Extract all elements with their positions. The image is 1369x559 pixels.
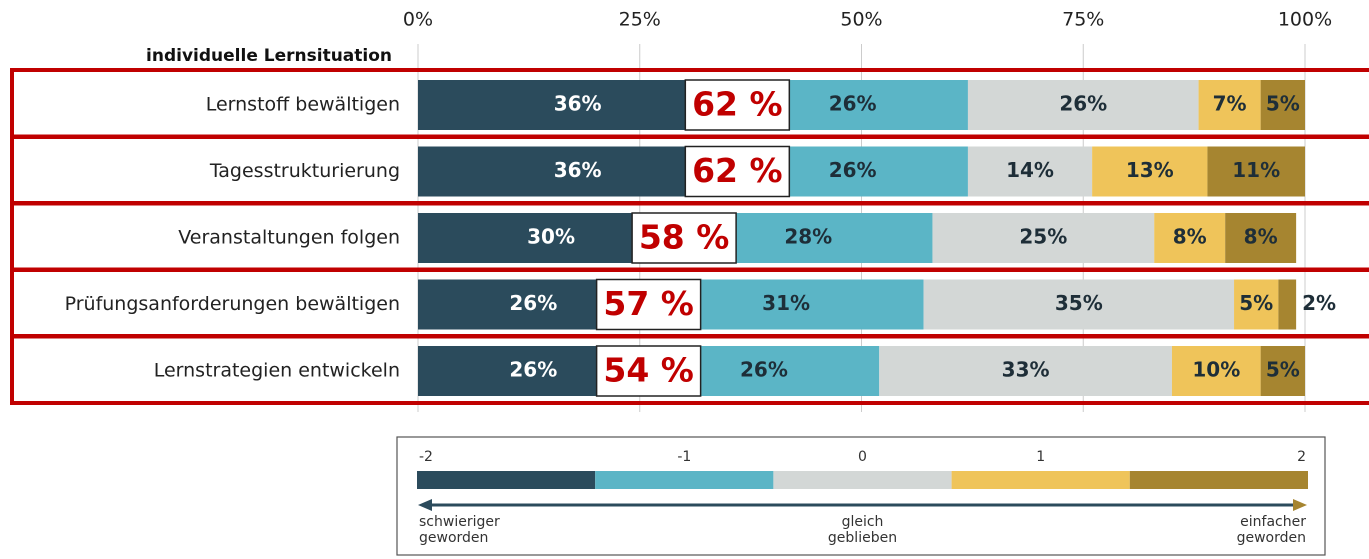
legend-caption: einfacher xyxy=(1240,514,1306,530)
legend-caption: gleich xyxy=(842,514,884,530)
legend-label: 0 xyxy=(858,449,867,465)
bar-segment xyxy=(1225,213,1297,263)
annotation: 57 % xyxy=(603,284,693,323)
bar-segment xyxy=(1207,146,1305,197)
value-label: 31% xyxy=(762,291,810,315)
bar-segment xyxy=(1171,346,1261,396)
value-label: 26% xyxy=(1059,92,1107,116)
value-label: 36% xyxy=(554,92,602,116)
bar-segment xyxy=(1154,213,1226,263)
value-label: 26% xyxy=(829,92,877,116)
value-label: 26% xyxy=(509,358,557,382)
bar-segment xyxy=(1234,279,1279,330)
category-label: Veranstaltungen folgen xyxy=(178,227,400,249)
value-label: 8% xyxy=(1173,225,1207,249)
category-label: Prüfungsanforderungen bewältigen xyxy=(65,293,400,315)
annotation: 58 % xyxy=(639,218,729,257)
bar-segment xyxy=(418,146,738,197)
legend-caption: geworden xyxy=(419,530,488,546)
bar-segment xyxy=(932,213,1155,263)
x-tick-label: 0% xyxy=(403,9,433,31)
legend-swatch xyxy=(1129,471,1308,489)
value-label: 25% xyxy=(1019,225,1067,249)
value-label: 28% xyxy=(784,225,832,249)
bar-segment xyxy=(879,346,1172,396)
legend-box xyxy=(396,436,1326,556)
x-tick-label: 25% xyxy=(619,9,661,31)
row-highlight xyxy=(10,334,1369,405)
bar-segment xyxy=(967,80,1199,130)
annotation-box xyxy=(595,278,702,331)
bar-segment xyxy=(1260,80,1305,130)
legend-arrow-head xyxy=(418,499,432,511)
x-tick-label: 75% xyxy=(1062,9,1104,31)
legend-arrow-head xyxy=(1293,499,1307,511)
annotation-box xyxy=(684,145,791,198)
legend-label: -2 xyxy=(419,449,433,465)
category-label: Lernstoff bewältigen xyxy=(206,94,400,116)
value-label: 10% xyxy=(1192,358,1240,382)
annotation-box xyxy=(684,79,791,131)
legend-label: 1 xyxy=(1036,449,1045,465)
legend-caption: geblieben xyxy=(828,530,897,546)
legend-swatch xyxy=(773,471,952,489)
value-label: 30% xyxy=(527,225,575,249)
value-label: 36% xyxy=(554,158,602,182)
annotation: 62 % xyxy=(692,151,782,190)
value-label: 5% xyxy=(1266,358,1300,382)
bar-segment xyxy=(1260,346,1305,396)
x-tick-label: 50% xyxy=(840,9,882,31)
value-label: 5% xyxy=(1239,291,1273,315)
bar-segment xyxy=(418,80,738,130)
legend-swatch xyxy=(595,471,774,489)
legend-caption: schwieriger xyxy=(419,514,500,530)
bar-segment xyxy=(923,279,1235,330)
legend-swatch xyxy=(951,471,1130,489)
value-label: 2% xyxy=(1302,291,1336,315)
value-label: 13% xyxy=(1126,158,1174,182)
chart-heading: individuelle Lernsituation xyxy=(146,46,392,66)
bar-segment xyxy=(1278,279,1297,330)
value-label: 26% xyxy=(740,358,788,382)
value-label: 5% xyxy=(1266,92,1300,116)
bar-segment xyxy=(1198,80,1261,130)
legend-swatch xyxy=(417,471,596,489)
bar-segment xyxy=(967,146,1093,197)
category-label: Lernstrategien entwickeln xyxy=(154,360,400,382)
value-label: 26% xyxy=(509,291,557,315)
value-label: 14% xyxy=(1006,158,1054,182)
category-label: Tagesstrukturierung xyxy=(209,160,400,182)
legend-caption: geworden xyxy=(1237,530,1306,546)
annotation-box xyxy=(595,345,702,397)
legend-label: -1 xyxy=(677,449,691,465)
annotation: 62 % xyxy=(692,85,782,124)
annotation: 54 % xyxy=(603,351,693,390)
value-label: 26% xyxy=(829,158,877,182)
value-label: 33% xyxy=(1002,358,1050,382)
value-label: 11% xyxy=(1232,158,1280,182)
value-label: 8% xyxy=(1244,225,1278,249)
bar-segment xyxy=(1092,146,1208,197)
value-label: 7% xyxy=(1213,92,1247,116)
x-tick-label: 100% xyxy=(1278,9,1332,31)
legend-label: 2 xyxy=(1297,449,1306,465)
value-label: 35% xyxy=(1055,291,1103,315)
annotation-box xyxy=(631,212,737,264)
